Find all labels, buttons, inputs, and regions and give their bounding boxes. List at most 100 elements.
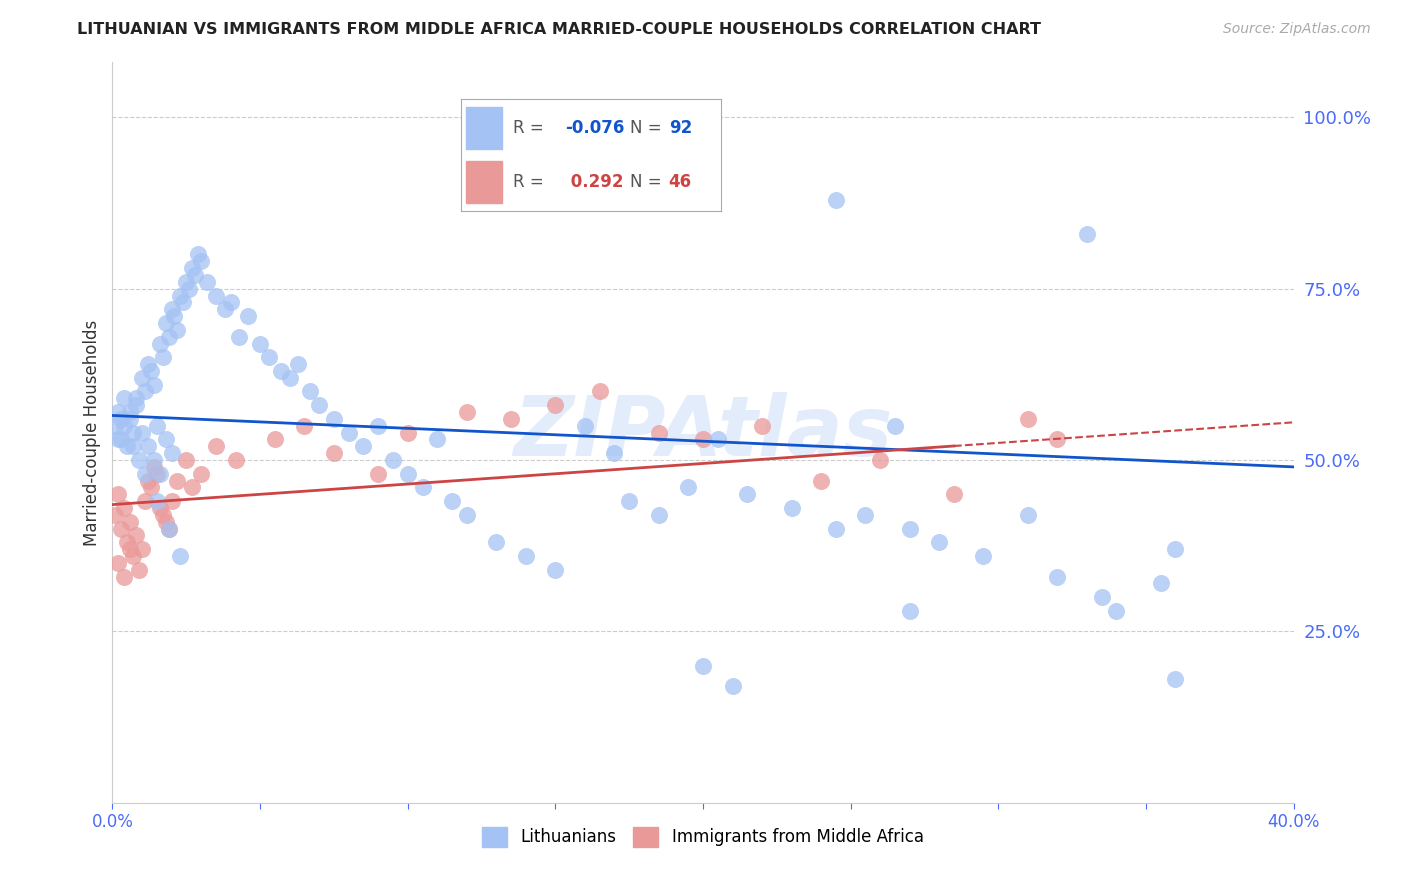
Point — [751, 418, 773, 433]
Point — [1017, 508, 1039, 522]
Point — [205, 288, 228, 302]
Point — [120, 412, 142, 426]
Point — [692, 658, 714, 673]
Point — [278, 371, 301, 385]
Point — [131, 425, 153, 440]
Point — [228, 329, 250, 343]
Point — [441, 494, 464, 508]
Text: ZIPAtlas: ZIPAtlas — [513, 392, 893, 473]
Point — [174, 275, 197, 289]
Point — [855, 508, 877, 522]
Point — [308, 398, 330, 412]
Point — [120, 515, 142, 529]
Point — [1017, 412, 1039, 426]
Point — [647, 508, 671, 522]
Point — [619, 494, 641, 508]
Point — [181, 480, 204, 494]
Point — [120, 542, 142, 557]
Point — [139, 480, 162, 494]
Point — [323, 412, 346, 426]
Point — [292, 418, 315, 433]
Point — [219, 295, 242, 310]
Point — [112, 569, 135, 583]
Point — [112, 392, 135, 406]
Point — [131, 542, 153, 557]
Point — [155, 433, 177, 447]
Point — [337, 425, 360, 440]
Point — [367, 467, 389, 481]
Point — [382, 453, 405, 467]
Point — [1150, 576, 1173, 591]
Point — [117, 535, 138, 549]
Point — [942, 487, 965, 501]
Point — [396, 467, 419, 481]
Point — [169, 288, 191, 302]
Point — [928, 535, 950, 549]
Point — [146, 467, 169, 481]
Point — [1164, 673, 1187, 687]
Point — [136, 474, 159, 488]
Point — [157, 522, 180, 536]
Point — [160, 446, 183, 460]
Point — [588, 384, 610, 399]
Point — [869, 453, 891, 467]
Point — [780, 501, 803, 516]
Point — [174, 453, 197, 467]
Point — [134, 467, 156, 481]
Point — [501, 412, 523, 426]
Point — [152, 350, 174, 364]
Point — [721, 679, 744, 693]
Point — [110, 433, 132, 447]
Point — [110, 412, 132, 426]
Point — [824, 193, 846, 207]
Point — [1091, 590, 1114, 604]
Point — [257, 350, 280, 364]
Point — [396, 425, 419, 440]
Point — [898, 522, 921, 536]
Point — [110, 522, 132, 536]
Point — [367, 418, 389, 433]
Point — [898, 604, 921, 618]
Point — [515, 549, 537, 563]
Point — [122, 439, 145, 453]
Point — [352, 439, 374, 453]
Point — [299, 384, 322, 399]
Point — [142, 377, 165, 392]
Point — [134, 384, 156, 399]
Text: Source: ZipAtlas.com: Source: ZipAtlas.com — [1223, 22, 1371, 37]
Point — [411, 480, 433, 494]
Point — [131, 371, 153, 385]
Point — [1046, 433, 1069, 447]
Point — [155, 515, 177, 529]
Point — [125, 528, 148, 542]
Point — [104, 418, 127, 433]
Point — [1164, 542, 1187, 557]
Point — [205, 439, 228, 453]
Point — [107, 487, 129, 501]
Point — [225, 453, 247, 467]
Point — [136, 439, 159, 453]
Point — [544, 563, 567, 577]
Point — [112, 501, 135, 516]
Point — [139, 364, 162, 378]
Point — [120, 405, 142, 419]
Point — [157, 329, 180, 343]
Point — [456, 508, 478, 522]
Point — [146, 494, 169, 508]
Point — [172, 295, 194, 310]
Point — [149, 501, 172, 516]
Point — [195, 275, 218, 289]
Point — [122, 425, 145, 440]
Point — [692, 433, 714, 447]
Point — [160, 302, 183, 317]
Point — [884, 418, 907, 433]
Point — [166, 323, 188, 337]
Point — [1076, 227, 1098, 241]
Point — [647, 425, 671, 440]
Point — [184, 268, 207, 282]
Point — [485, 535, 508, 549]
Point — [136, 357, 159, 371]
Point — [107, 556, 129, 570]
Point — [1046, 569, 1069, 583]
Point — [125, 398, 148, 412]
